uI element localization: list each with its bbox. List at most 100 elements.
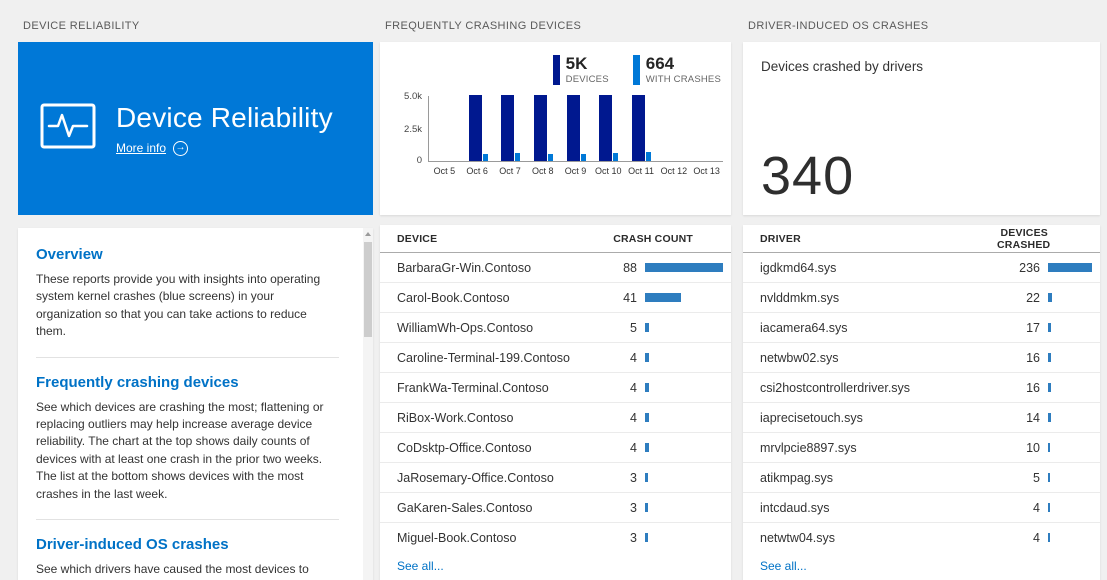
row-value: 4	[630, 350, 637, 365]
x-axis-label: Oct 7	[499, 166, 521, 176]
row-value: 17	[1026, 320, 1040, 335]
with-crashes-bar[interactable]	[482, 153, 488, 161]
legend-text-with-crashes: 664 WITH CRASHES	[646, 55, 721, 85]
devices-bar[interactable]	[566, 95, 580, 161]
devices-bar[interactable]	[501, 95, 515, 161]
section-body: These reports provide you with insights …	[36, 272, 321, 339]
more-info-label[interactable]: More info	[116, 141, 167, 155]
table-row[interactable]: WilliamWh-Ops.Contoso 5	[380, 313, 731, 343]
row-bar-track	[645, 293, 725, 302]
row-value: 3	[630, 470, 637, 485]
crashing-devices-table: DEVICE CRASH COUNT BarbaraGr-Win.Contoso…	[380, 225, 731, 580]
table-row[interactable]: FrankWa-Terminal.Contoso 4	[380, 373, 731, 403]
table-row[interactable]: netwbw02.sys 16	[743, 343, 1100, 373]
table-row[interactable]: netwtw04.sys 4	[743, 523, 1100, 552]
table-row[interactable]: intcdaud.sys 4	[743, 493, 1100, 523]
row-value: 14	[1026, 410, 1040, 425]
row-bar	[1048, 353, 1051, 362]
column-frequently-crashing-devices: FREQUENTLY CRASHING DEVICES 5K DEVICES 6…	[380, 0, 731, 580]
row-bar-track	[1048, 413, 1094, 422]
chart-plot-area	[428, 95, 723, 162]
x-axis-label: Oct 10	[595, 166, 622, 176]
row-bar	[1048, 503, 1050, 512]
row-bar	[645, 323, 650, 332]
table-row[interactable]: CoDsktp-Office.Contoso 4	[380, 433, 731, 463]
row-name: Carol-Book.Contoso	[397, 290, 510, 305]
row-bar	[1048, 263, 1092, 272]
x-axis-label: Oct 12	[660, 166, 688, 176]
table-row[interactable]: mrvlpcie8897.sys 10	[743, 433, 1100, 463]
table-row[interactable]: Carol-Book.Contoso 41	[380, 283, 731, 313]
device-reliability-tile[interactable]: Device Reliability More info →	[18, 42, 373, 215]
table-row[interactable]: atikmpag.sys 5	[743, 463, 1100, 493]
panel-section: Overview These reports provide you with i…	[36, 230, 339, 357]
table-row[interactable]: Miguel-Book.Contoso 3	[380, 523, 731, 552]
driver-column-header: DRIVER	[760, 232, 801, 245]
with-crashes-bar[interactable]	[580, 153, 586, 161]
devices-table-header: DEVICE CRASH COUNT	[380, 225, 731, 253]
with-crashes-bar[interactable]	[645, 152, 651, 161]
x-axis-label: Oct 11	[628, 166, 654, 176]
table-row[interactable]: GaKaren-Sales.Contoso 3	[380, 493, 731, 523]
row-bar	[645, 383, 649, 392]
devices-count-label: DEVICES	[565, 73, 609, 85]
devices-bar[interactable]	[533, 95, 547, 161]
legend-text-devices: 5K DEVICES	[566, 55, 609, 85]
y-axis-tick: 0	[416, 155, 422, 166]
section-heading: Frequently crashing devices	[36, 373, 239, 391]
row-name: csi2hostcontrollerdriver.sys	[760, 380, 911, 395]
with-crashes-bar[interactable]	[515, 153, 521, 161]
drivers-see-all-link[interactable]: See all...	[760, 559, 807, 573]
table-row[interactable]: Caroline-Terminal-199.Contoso 4	[380, 343, 731, 373]
row-value: 4	[1033, 530, 1040, 545]
scroll-up-icon[interactable]	[365, 232, 371, 236]
row-value: 4	[1033, 500, 1040, 515]
with-crashes-bar[interactable]	[547, 153, 553, 161]
devices-legend-swatch	[552, 55, 560, 85]
drivers-summary-panel[interactable]: Devices crashed by drivers 340	[743, 42, 1100, 215]
with-crashes-bar[interactable]	[613, 152, 619, 161]
chart-bar-group	[429, 96, 462, 161]
table-row[interactable]: JaRosemary-Office.Contoso 3	[380, 463, 731, 493]
crash-trend-chart-panel[interactable]: 5K DEVICES 664 WITH CRASHES 5.0k 2.5k 0 …	[380, 42, 731, 215]
row-bar-track	[645, 323, 725, 332]
crash-count-column-header: CRASH COUNT	[613, 232, 693, 245]
row-name: Caroline-Terminal-199.Contoso	[397, 350, 570, 365]
row-bar	[645, 503, 648, 512]
row-bar-track	[645, 443, 725, 452]
overview-scrollbar[interactable]	[363, 228, 373, 580]
row-bar-track	[645, 263, 725, 272]
row-name: atikmpag.sys	[760, 470, 833, 485]
table-row[interactable]: RiBox-Work.Contoso 4	[380, 403, 731, 433]
drivers-table-header: DRIVER DEVICES CRASHED	[743, 225, 1100, 253]
row-value: 22	[1026, 290, 1040, 305]
more-info-link[interactable]: More info →	[116, 140, 333, 156]
table-row[interactable]: csi2hostcontrollerdriver.sys 16	[743, 373, 1100, 403]
column-driver-induced-os-crashes: DRIVER-INDUCED OS CRASHES Devices crashe…	[743, 0, 1100, 580]
row-bar-track	[1048, 383, 1094, 392]
row-bar-track	[1048, 533, 1094, 542]
row-bar-track	[645, 383, 725, 392]
row-bar	[645, 353, 649, 362]
devices-see-all-link[interactable]: See all...	[397, 559, 444, 573]
row-bar	[645, 473, 648, 482]
scrollbar-thumb[interactable]	[364, 242, 372, 337]
x-axis-labels: Oct 5 Oct 6 Oct 7 Oct 8 Oct 9 Oct 10 Oct 11 Oct…	[428, 166, 723, 176]
row-value: 3	[630, 500, 637, 515]
row-name: nvlddmkm.sys	[760, 290, 840, 305]
table-row[interactable]: nvlddmkm.sys 22	[743, 283, 1100, 313]
table-row[interactable]: iaprecisetouch.sys 14	[743, 403, 1100, 433]
table-row[interactable]: BarbaraGr-Win.Contoso 88	[380, 253, 731, 283]
row-name: intcdaud.sys	[760, 500, 830, 515]
column-title-device-reliability: DEVICE RELIABILITY	[23, 20, 140, 32]
devices-bar[interactable]	[631, 95, 645, 161]
row-name: JaRosemary-Office.Contoso	[397, 470, 554, 485]
y-axis-tick: 5.0k	[404, 91, 422, 102]
table-row[interactable]: iacamera64.sys 17	[743, 313, 1100, 343]
chart-bar-group	[592, 95, 625, 161]
row-bar	[1048, 293, 1053, 302]
device-column-header: DEVICE	[397, 232, 438, 245]
devices-bar[interactable]	[468, 95, 482, 161]
devices-bar[interactable]	[599, 95, 613, 161]
table-row[interactable]: igdkmd64.sys 236	[743, 253, 1100, 283]
